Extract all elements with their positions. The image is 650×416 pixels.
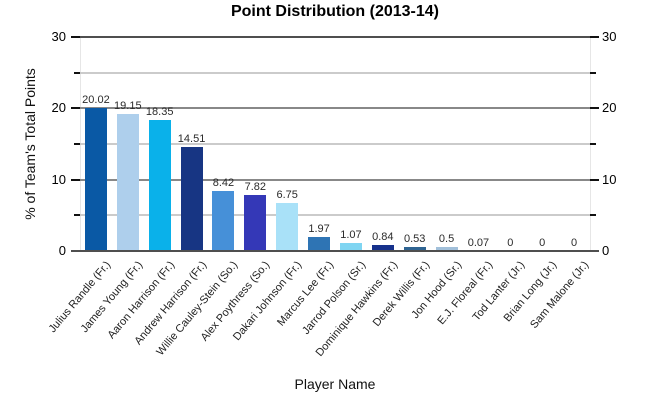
x-tick-label: Sam Malone (Jr.) xyxy=(528,259,592,331)
bar xyxy=(84,108,107,251)
bar-value-label: 1.07 xyxy=(340,229,362,242)
y-axis-title: % of Team's Total Points xyxy=(22,68,38,220)
bar xyxy=(276,202,299,251)
x-axis-title: Player Name xyxy=(294,376,376,392)
bar-value-label: 0 xyxy=(539,237,546,249)
bar-value-label: 20.02 xyxy=(82,94,110,107)
bar xyxy=(180,147,203,251)
y-tick-left xyxy=(71,179,80,181)
y-tick-right xyxy=(590,36,599,38)
y-tick-left xyxy=(71,36,80,38)
bar-value-label: 14.51 xyxy=(177,133,206,146)
y-tick-label-left: 0 xyxy=(58,243,66,258)
y-tick-label-right: 10 xyxy=(602,172,617,187)
y-tick-right xyxy=(590,179,599,181)
bar xyxy=(371,245,394,251)
y-tick-label-right: 30 xyxy=(602,29,617,44)
gridline-minor xyxy=(80,143,590,145)
x-tick-label: Derek Willis (Fr.) xyxy=(370,259,432,329)
gridline-minor xyxy=(80,214,590,216)
bar xyxy=(212,190,235,251)
y-tick-right xyxy=(590,214,596,216)
y-tick-left xyxy=(74,72,80,74)
bar xyxy=(116,114,139,251)
gridline-minor xyxy=(80,72,590,74)
y-tick-label-right: 0 xyxy=(602,243,610,258)
bar-value-label: 0 xyxy=(571,237,578,249)
y-tick-left xyxy=(71,107,80,109)
bar xyxy=(148,120,171,251)
y-tick-right xyxy=(590,72,596,74)
y-tick-label-left: 20 xyxy=(51,100,66,115)
bar-value-label: 0 xyxy=(507,237,514,249)
bar-value-label: 18.35 xyxy=(145,106,174,119)
y-tick-right xyxy=(590,107,599,109)
y-tick-left xyxy=(74,214,80,216)
chart-title: Point Distribution (2013-14) xyxy=(230,3,440,20)
bar-value-label: 8.42 xyxy=(212,176,235,189)
y-tick-label-left: 30 xyxy=(51,29,66,44)
bar xyxy=(244,195,267,251)
bar-value-label: 0.84 xyxy=(372,231,394,243)
gridline-major xyxy=(80,36,590,38)
gridline-major xyxy=(80,179,590,181)
bar-value-label: 0.07 xyxy=(467,236,490,249)
y-tick-left xyxy=(74,143,80,145)
bar xyxy=(339,243,362,251)
bar-value-label: 1.97 xyxy=(308,222,330,235)
gridline-major xyxy=(80,107,590,109)
bar xyxy=(403,247,426,251)
x-tick-label: Marcus Lee (Fr.) xyxy=(275,259,337,329)
bar-value-label: 19.15 xyxy=(114,100,142,113)
y-tick-right xyxy=(590,143,596,145)
bar-value-label: 7.82 xyxy=(244,181,267,194)
x-axis-baseline xyxy=(71,250,599,252)
bar-value-label: 0.5 xyxy=(438,233,455,246)
y-tick-label-left: 10 xyxy=(51,172,66,187)
bar-value-label: 0.53 xyxy=(403,233,426,246)
bar-value-label: 6.75 xyxy=(276,188,298,201)
bar xyxy=(308,236,331,251)
bar xyxy=(435,247,458,251)
y-tick-label-right: 20 xyxy=(602,100,617,115)
